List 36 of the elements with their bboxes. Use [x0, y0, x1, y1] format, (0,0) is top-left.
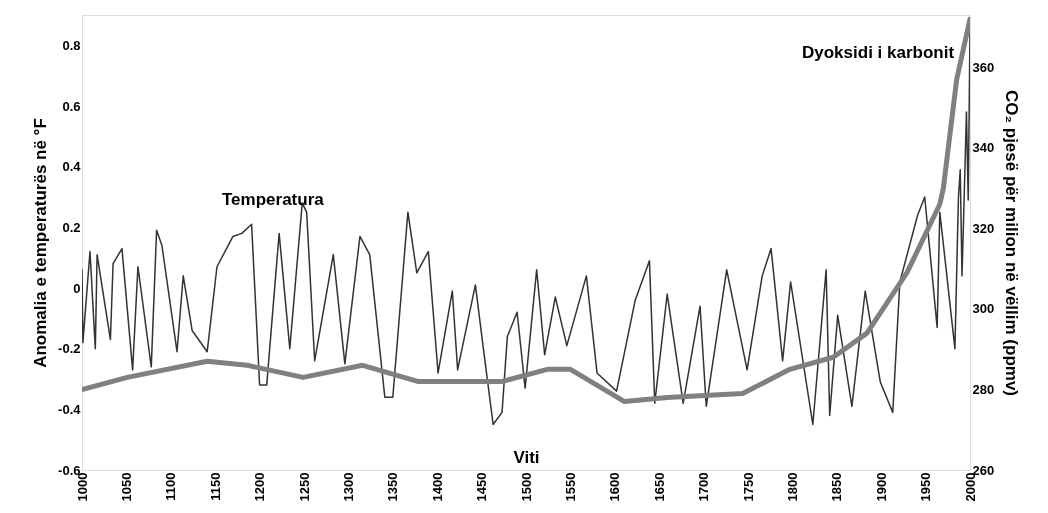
y2-axis-title: CO₂ pjesë për milion në vëllim (ppmv): [1002, 89, 1022, 397]
y-tick-label: 0: [73, 280, 81, 296]
x-tick-label: 1850: [829, 472, 845, 502]
x-tick-label: 1300: [340, 472, 356, 502]
y2-tick-label: 360: [972, 59, 995, 75]
x-tick-label: 1200: [252, 472, 268, 502]
x-tick-label: 1900: [873, 472, 889, 502]
x-tick-label: 1250: [296, 472, 312, 502]
x-tick-label: 1350: [385, 472, 401, 502]
y-tick-label: 0.8: [62, 37, 81, 53]
y-tick-label: 0.6: [62, 98, 81, 114]
x-tick-label: 1500: [518, 472, 534, 502]
x-tick-label: 1150: [207, 472, 223, 501]
y-tick-label: 0.4: [62, 159, 82, 175]
series-label: Dyoksidi i karbonit: [802, 43, 955, 62]
y-tick-label: -0.4: [58, 401, 82, 417]
y-tick-label: 0.2: [62, 219, 81, 235]
x-tick-label: 1050: [118, 472, 134, 502]
y2-tick-label: 340: [972, 140, 995, 156]
x-tick-label: 1750: [740, 472, 756, 502]
x-tick-label: 1600: [607, 472, 623, 502]
y-tick-label: -0.2: [58, 341, 81, 357]
x-tick-label: 1800: [784, 472, 800, 502]
x-tick-label: 1700: [696, 472, 712, 502]
x-tick-label: 1400: [429, 472, 445, 502]
x-tick-label: 1650: [651, 472, 667, 502]
series-label: Temperatura: [222, 190, 325, 209]
y-axis-title: Anomalia e temperaturës në °F: [31, 118, 51, 368]
x-tick-label: 1550: [562, 472, 578, 502]
x-axis-title: Viti: [513, 447, 540, 467]
x-tick-label: 1450: [474, 472, 490, 502]
x-tick-label: 1100: [163, 472, 179, 501]
y2-tick-label: 300: [972, 301, 995, 317]
y2-tick-label: 320: [972, 220, 995, 236]
y2-tick-label: 280: [972, 381, 995, 397]
x-tick-label: 1950: [918, 472, 934, 502]
